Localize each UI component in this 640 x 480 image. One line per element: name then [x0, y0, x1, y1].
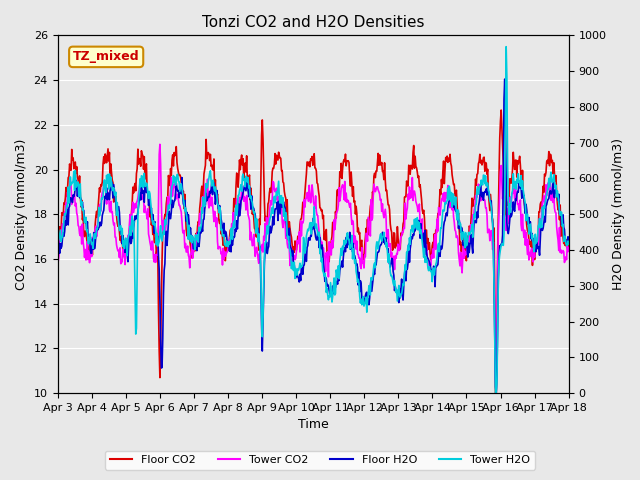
Legend: Floor CO2, Tower CO2, Floor H2O, Tower H2O: Floor CO2, Tower CO2, Floor H2O, Tower H… [105, 451, 535, 469]
X-axis label: Time: Time [298, 419, 328, 432]
Y-axis label: CO2 Density (mmol/m3): CO2 Density (mmol/m3) [15, 139, 28, 290]
Text: TZ_mixed: TZ_mixed [73, 50, 140, 63]
Y-axis label: H2O Density (mmol/m3): H2O Density (mmol/m3) [612, 138, 625, 290]
Title: Tonzi CO2 and H2O Densities: Tonzi CO2 and H2O Densities [202, 15, 424, 30]
